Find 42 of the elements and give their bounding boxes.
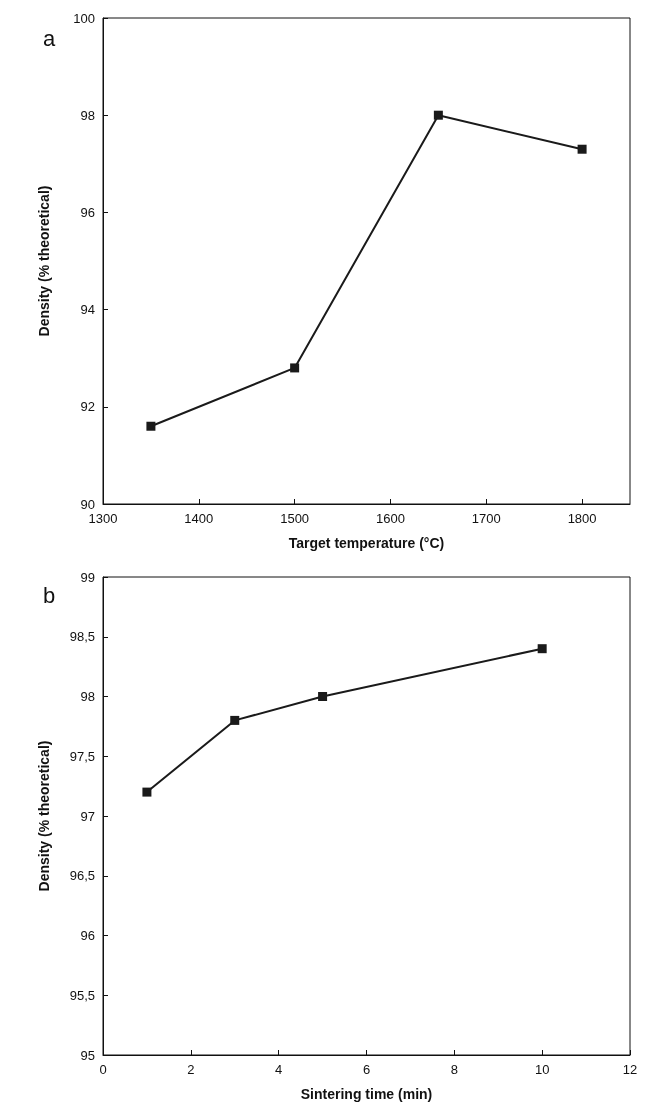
y-tick-label: 95 — [80, 1047, 95, 1063]
x-tick-label: 0 — [99, 1062, 107, 1077]
x-tick-label: 6 — [362, 1062, 371, 1077]
point — [142, 787, 152, 797]
x-tick-label: 1700 — [471, 511, 501, 526]
x-tick-label: 8 — [450, 1062, 458, 1077]
y-tick-label: 98,5 — [69, 629, 95, 645]
y-tick-label: 98 — [80, 689, 95, 704]
point — [146, 421, 156, 431]
x-tick-label: 1800 — [567, 511, 597, 526]
y-tick-label: 90 — [80, 496, 95, 512]
y-tick-label: 96 — [80, 204, 95, 220]
point — [290, 363, 300, 373]
point — [577, 144, 587, 154]
x-tick-label: 2 — [187, 1062, 195, 1077]
chart-title: b — [43, 582, 56, 608]
x-tick-label: 1300 — [88, 511, 118, 526]
point — [537, 644, 547, 654]
y-tick-label: 100 — [73, 10, 95, 26]
y-tick-label: 92 — [80, 399, 95, 415]
y-axis-title: Density (% theoretical) — [36, 740, 52, 892]
chart-title: a — [43, 25, 56, 51]
point — [433, 110, 443, 120]
y-tick-label: 99 — [80, 569, 95, 585]
x-axis-title: Target temperature (°C) — [288, 535, 445, 551]
y-tick-label: 98 — [80, 107, 95, 123]
y-tick-label: 96 — [80, 928, 95, 943]
y-tick-label: 97,5 — [69, 748, 95, 764]
y-axis-title: Density (% theoretical) — [36, 185, 52, 337]
x-tick-label: 12 — [622, 1062, 638, 1077]
y-tick-label: 94 — [80, 302, 95, 318]
x-tick-label: 1400 — [184, 511, 214, 526]
point — [230, 715, 240, 725]
y-tick-label: 97 — [80, 808, 95, 824]
x-tick-label: 4 — [275, 1062, 283, 1077]
point — [318, 692, 328, 701]
x-axis-title: Sintering time (min) — [300, 1086, 433, 1102]
x-tick-label: 1500 — [280, 511, 310, 526]
y-tick-label: 95,5 — [69, 987, 95, 1003]
y-tick-label: 96,5 — [69, 868, 95, 884]
x-tick-label: 1600 — [375, 511, 405, 526]
x-tick-label: 10 — [534, 1062, 550, 1077]
